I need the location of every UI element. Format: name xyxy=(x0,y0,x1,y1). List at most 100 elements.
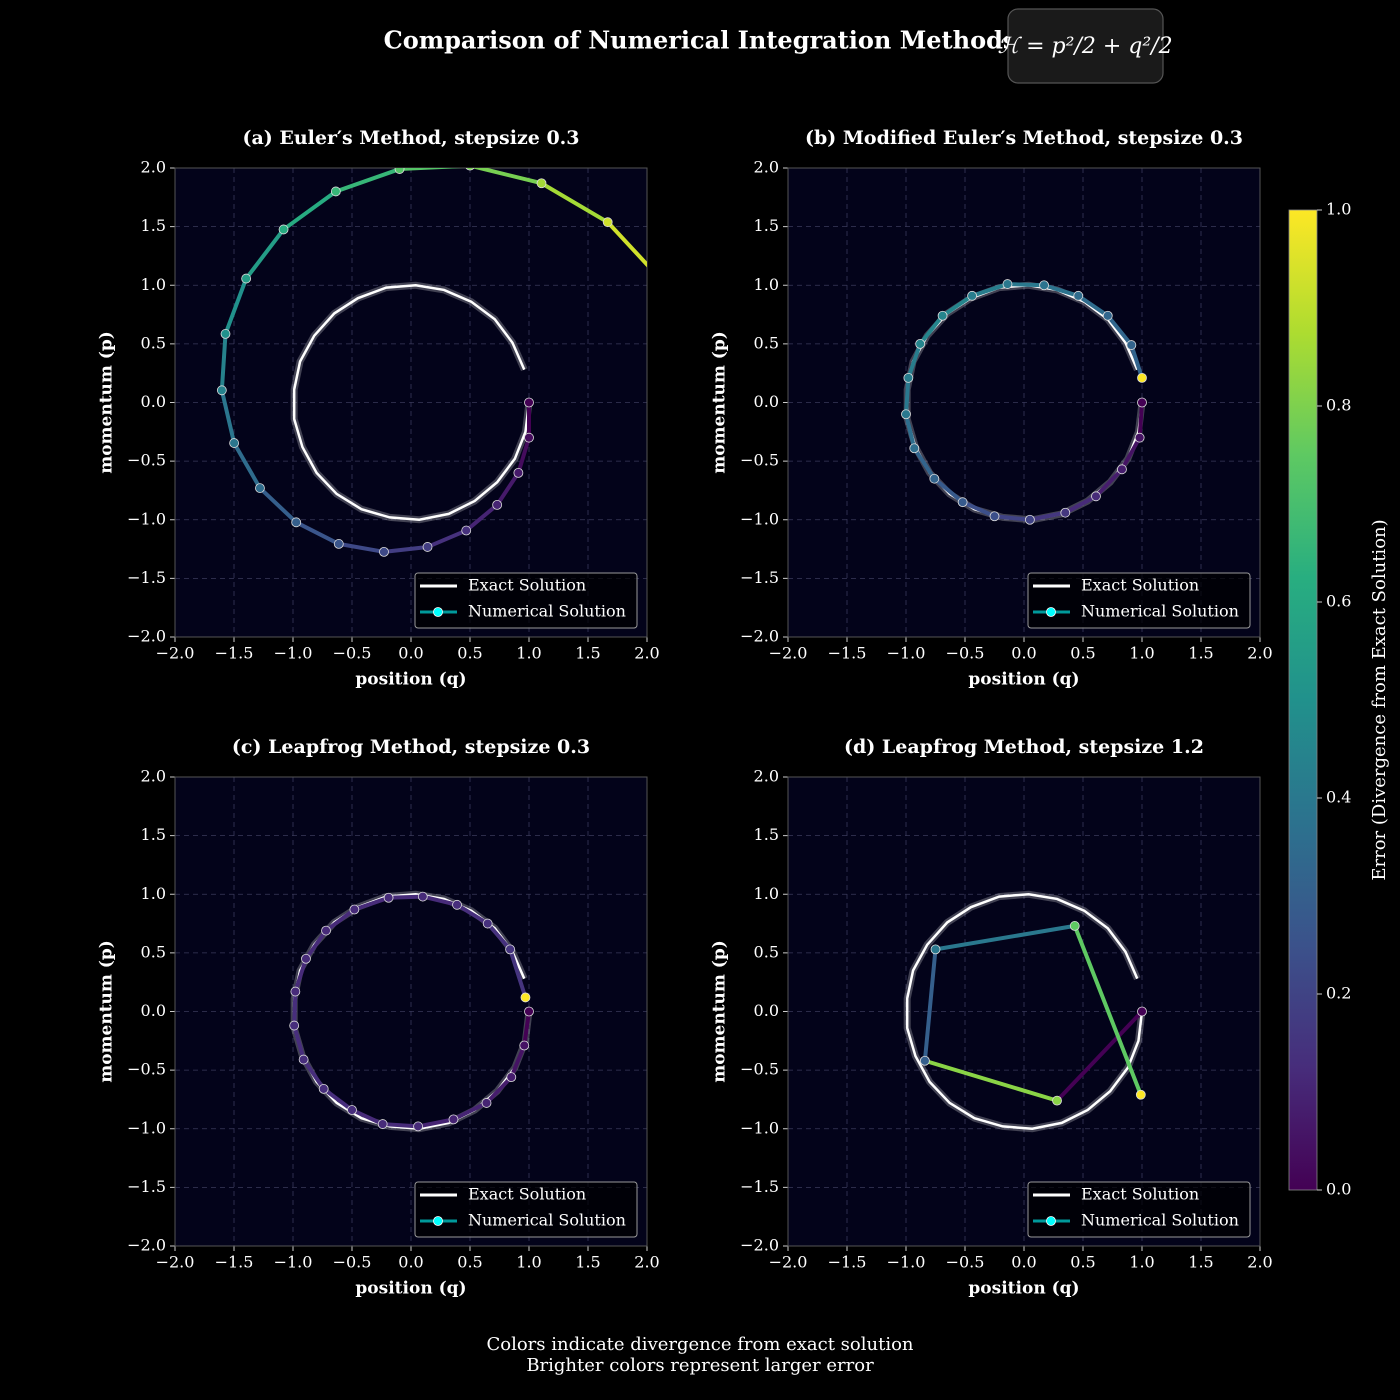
x-axis-label: position (q) xyxy=(355,670,466,690)
trajectory-segment xyxy=(292,989,298,1028)
x-tick-label: −1.5 xyxy=(828,644,867,663)
plot-frame xyxy=(787,167,1261,638)
y-tick-label: −1.0 xyxy=(740,1118,779,1137)
trajectory-point xyxy=(1091,491,1101,502)
trajectory-segment xyxy=(1005,282,1047,288)
colorbar-tick-label: 0.0 xyxy=(1326,1180,1351,1199)
exact-solution xyxy=(905,892,1144,1131)
trajectory-segment xyxy=(605,220,647,268)
trajectory-segment xyxy=(232,441,262,491)
trajectory-segment xyxy=(471,168,544,186)
trajectory-segment xyxy=(324,907,357,933)
trajectory-segment xyxy=(1093,467,1124,499)
trajectory-segment xyxy=(244,227,286,281)
trajectory-point xyxy=(289,1020,300,1031)
trajectory-segment xyxy=(1063,494,1098,515)
trajectory-segment xyxy=(960,500,997,519)
trajectory-point xyxy=(255,483,265,493)
trajectory-point xyxy=(957,497,968,508)
trajectory-point xyxy=(1002,279,1013,289)
y-tick-label: −1.5 xyxy=(740,1177,779,1196)
trajectory-point xyxy=(448,1114,459,1125)
y-tick-label: 1.5 xyxy=(754,825,779,844)
trajectory-point xyxy=(422,542,433,552)
x-tick-label: −1.0 xyxy=(887,644,926,663)
x-tick-label: −0.5 xyxy=(333,644,372,663)
legend-marker xyxy=(1046,607,1056,617)
x-tick-label: −2.0 xyxy=(769,1253,808,1272)
legend-marker xyxy=(1046,1216,1056,1226)
trajectory-segment xyxy=(223,276,249,336)
x-tick-label: −1.5 xyxy=(215,644,254,663)
colorbar-tick-label: 0.2 xyxy=(1326,984,1351,1003)
figure-title: Comparison of Numerical Integration Meth… xyxy=(384,26,1017,55)
y-tick-label: −0.5 xyxy=(740,1060,779,1079)
footer-note: Colors indicate divergence from exact so… xyxy=(486,1334,913,1355)
x-tick-label: −1.0 xyxy=(274,644,313,663)
trajectory-segment xyxy=(970,282,1010,298)
trajectory-segment xyxy=(1027,510,1068,522)
legend-label: Numerical Solution xyxy=(1081,602,1239,621)
trajectory-point xyxy=(901,409,911,420)
legend-label: Numerical Solution xyxy=(1081,1211,1239,1230)
trajectory-point xyxy=(524,1006,534,1017)
trajectory-segment xyxy=(352,895,391,912)
x-tick-label: 1.5 xyxy=(575,644,600,663)
trajectory-segment xyxy=(381,544,430,554)
trajectory-point xyxy=(492,499,503,510)
trajectory-point xyxy=(1137,372,1147,383)
y-tick-label: 1.0 xyxy=(141,884,166,903)
x-tick-label: 1.5 xyxy=(1188,644,1213,663)
trajectory-segment xyxy=(904,375,911,417)
x-tick-label: −1.5 xyxy=(215,1253,254,1272)
trajectory-segment xyxy=(219,388,237,446)
x-tick-label: 0.0 xyxy=(398,644,423,663)
legend-marker xyxy=(433,1216,443,1226)
x-tick-label: 0.5 xyxy=(1070,1253,1095,1272)
trajectory-segment xyxy=(336,541,386,554)
x-tick-label: −2.0 xyxy=(156,644,195,663)
trajectory-point xyxy=(241,273,252,284)
subplot: −2.0 −1.5 −1.0 −0.5 0.0 0.5 1.0 1.5 2.0 −2.0 −1.5 −… xyxy=(710,127,1273,690)
trajectory-point xyxy=(301,953,311,964)
x-tick-label: 2.0 xyxy=(634,644,659,663)
y-tick-label: −1.5 xyxy=(127,568,166,587)
legend-label: Exact Solution xyxy=(1081,1185,1199,1204)
x-tick-label: 0.5 xyxy=(457,644,482,663)
y-tick-label: 0.0 xyxy=(141,1001,166,1020)
trajectory-point xyxy=(989,511,1000,522)
trajectory-point xyxy=(505,944,516,955)
y-tick-label: −2.0 xyxy=(127,1236,166,1255)
trajectory-segment xyxy=(321,1086,354,1112)
trajectory-segment xyxy=(293,956,308,994)
trajectory-point xyxy=(915,338,926,349)
colorbar-tick-label: 1.0 xyxy=(1326,200,1351,219)
trajectory-point xyxy=(937,310,948,321)
trajectory-point xyxy=(519,1040,530,1051)
trajectory-segment xyxy=(303,928,329,961)
subplot: −2.0 −1.5 −1.0 −0.5 0.0 0.5 1.0 1.5 2.0 −2.0 −1.5 −… xyxy=(97,127,660,690)
trajectory-point xyxy=(394,168,405,174)
y-tick-label: 0.0 xyxy=(141,392,166,411)
subplot-title: (a) Euler′s Method, stepsize 0.3 xyxy=(242,127,579,149)
x-tick-label: 1.0 xyxy=(516,644,541,663)
trajectory-segment xyxy=(918,313,945,346)
trajectory-point xyxy=(967,290,977,301)
x-axis-label: position (q) xyxy=(355,1279,466,1299)
legend-box xyxy=(414,572,638,629)
y-tick-label: 0.5 xyxy=(754,333,779,352)
subplot-title: (c) Leapfrog Method, stepsize 0.3 xyxy=(232,736,590,758)
trajectory-point xyxy=(513,467,524,478)
y-tick-label: 1.0 xyxy=(141,275,166,294)
exact-solution xyxy=(292,283,531,522)
y-tick-label: −2.0 xyxy=(740,627,779,646)
trajectory-point xyxy=(417,891,428,902)
x-tick-label: −0.5 xyxy=(333,1253,372,1272)
y-axis-label: momentum (p) xyxy=(710,940,730,1083)
trajectory-point xyxy=(482,918,493,929)
x-tick-label: 0.5 xyxy=(1070,644,1095,663)
trajectory-point xyxy=(377,1119,388,1129)
y-tick-label: 1.5 xyxy=(141,825,166,844)
trajectory-point xyxy=(330,186,341,197)
